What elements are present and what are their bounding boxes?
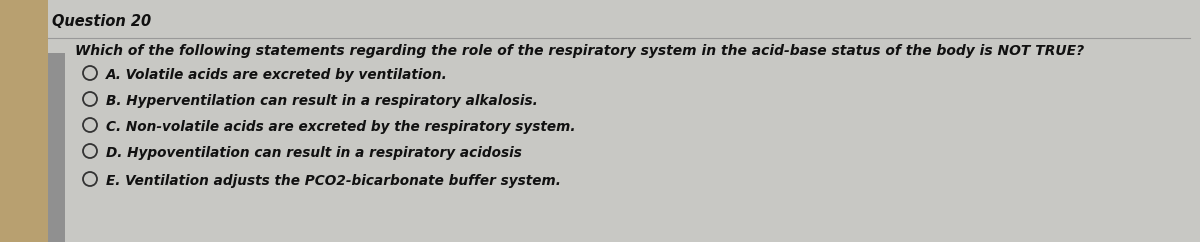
- Text: B. Hyperventilation can result in a respiratory alkalosis.: B. Hyperventilation can result in a resp…: [106, 94, 538, 108]
- Text: A. Volatile acids are excreted by ventilation.: A. Volatile acids are excreted by ventil…: [106, 68, 448, 82]
- Text: Which of the following statements regarding the role of the respiratory system i: Which of the following statements regard…: [74, 44, 1084, 58]
- Text: D. Hypoventilation can result in a respiratory acidosis: D. Hypoventilation can result in a respi…: [106, 146, 522, 160]
- FancyBboxPatch shape: [48, 53, 65, 242]
- Text: C. Non-volatile acids are excreted by the respiratory system.: C. Non-volatile acids are excreted by th…: [106, 120, 576, 134]
- Text: Question 20: Question 20: [52, 14, 151, 29]
- FancyBboxPatch shape: [48, 0, 1200, 242]
- Text: E. Ventilation adjusts the PCO2-bicarbonate buffer system.: E. Ventilation adjusts the PCO2-bicarbon…: [106, 174, 560, 188]
